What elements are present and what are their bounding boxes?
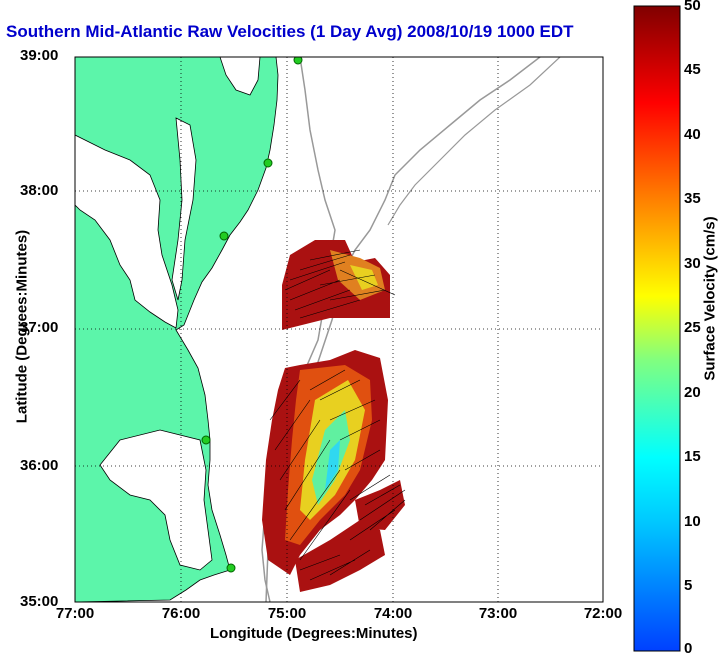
velocity-vectors (269, 249, 406, 581)
lon-tick: 73:00 (478, 605, 518, 622)
colorbar-tick: 25 (684, 319, 701, 336)
velocity-field (262, 240, 405, 592)
radar-station-marker (201, 435, 211, 445)
lat-tick: 38:00 (20, 182, 59, 199)
lon-tick: 76:00 (161, 605, 201, 622)
colorbar-tick: 45 (684, 61, 701, 78)
pamlico-sound (99, 429, 213, 571)
x-axis-label: Longitude (Degrees:Minutes) (210, 625, 418, 642)
colorbar-tick: 10 (684, 513, 701, 530)
colorbar-tick: 5 (684, 577, 693, 594)
map-grid (75, 57, 603, 602)
map-title: Southern Mid-Atlantic Raw Velocities (1 … (6, 22, 574, 41)
radar-station-marker (263, 158, 273, 168)
lon-tick: 74:00 (373, 605, 413, 622)
colorbar-tick: 30 (684, 255, 701, 272)
radar-station-marker (293, 57, 303, 65)
lat-tick: 37:00 (20, 319, 59, 336)
bay-inlet (171, 117, 197, 301)
lon-tick: 77:00 (55, 605, 95, 622)
bathymetry-contour-deep (387, 57, 561, 226)
colorbar-tick: 0 (684, 640, 693, 657)
colorbar (633, 5, 681, 652)
radar-stations (201, 57, 303, 573)
colorbar-tick: 40 (684, 126, 701, 143)
map-frame (74, 56, 604, 603)
colorbar-tick: 15 (684, 448, 701, 465)
lon-tick: 75:00 (267, 605, 307, 622)
y-axis-label: Latitude (Degrees:Minutes) (13, 229, 31, 424)
lat-tick: 39:00 (20, 47, 59, 64)
colorbar-label: Surface Velocity (cm/s) (701, 216, 719, 381)
chesapeake-bay (75, 134, 179, 329)
radar-station-marker (219, 231, 229, 241)
colorbar-tick: 50 (684, 0, 701, 14)
lat-tick: 36:00 (20, 457, 59, 474)
colorbar-tick: 20 (684, 384, 701, 401)
lon-tick: 72:00 (583, 605, 623, 622)
lat-tick: 35:00 (20, 593, 59, 610)
delaware-bay (219, 57, 261, 96)
radar-station-marker (226, 563, 236, 573)
colorbar-tick: 35 (684, 190, 701, 207)
